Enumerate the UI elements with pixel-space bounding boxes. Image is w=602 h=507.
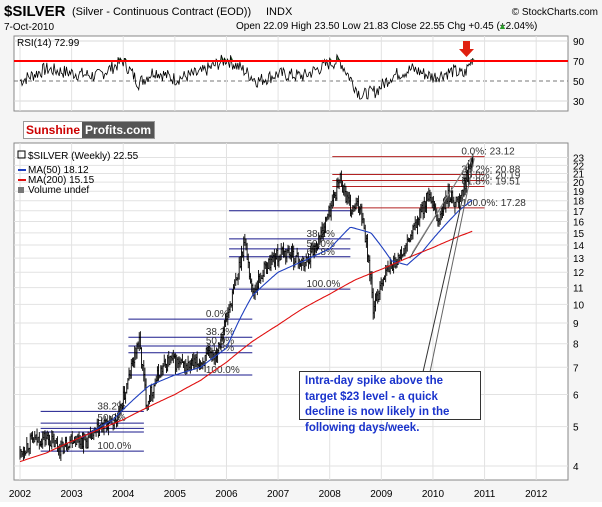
chart-date: 7-Oct-2010: [4, 22, 54, 33]
price-series: [19, 153, 474, 463]
ma200-line: [19, 230, 473, 463]
x-tick-label: 2008: [319, 489, 342, 500]
fib-label: 50.0%: 20.19: [461, 170, 520, 181]
fib-label: 50.0%: [306, 239, 334, 250]
x-tick-label: 2002: [9, 489, 32, 500]
price-tick-label: 8: [573, 340, 579, 351]
rsi-line: [19, 53, 474, 100]
fib-label: 100.0%: [97, 441, 131, 452]
x-tick-label: 2009: [370, 489, 393, 500]
price-tick-label: 12: [573, 268, 585, 279]
x-tick-label: 2005: [164, 489, 187, 500]
legend-ma50: MA(50) 18.12: [28, 165, 89, 176]
price-tick-label: 20: [573, 178, 585, 189]
price-tick-label: 7: [573, 363, 579, 374]
price-tick-label: 10: [573, 300, 585, 311]
fib-label: 38.2%: [206, 327, 234, 338]
trend-lines: [409, 152, 475, 373]
chart-symbol: $SILVER: [4, 3, 66, 20]
legend-volume: Volume undef: [28, 185, 89, 196]
trend-line: [411, 152, 475, 254]
ma50-line: [81, 199, 473, 438]
price-tick-label: 6: [573, 390, 579, 401]
price-tick-label: 23: [573, 154, 585, 165]
fib-label: 100.0%: 17.28: [461, 198, 526, 209]
price-tick-label: 15: [573, 229, 585, 240]
legend-ma200: MA(200) 15.15: [28, 175, 95, 186]
x-tick-label: 2003: [60, 489, 83, 500]
price-tick-label: 21: [573, 170, 585, 181]
price-tick-label: 9: [573, 319, 579, 330]
x-tick-label: 2007: [267, 489, 290, 500]
price-tick-label: 18: [573, 197, 585, 208]
x-tick-label: 2010: [422, 489, 445, 500]
legend-price: $SILVER (Weekly) 22.55: [28, 151, 139, 162]
chart-description: (Silver - Continuous Contract (EOD)): [72, 6, 251, 18]
x-tick-label: 2006: [215, 489, 238, 500]
fib-label: 100.0%: [206, 365, 240, 376]
fib-label: 61.8%: 19.51: [461, 177, 520, 188]
legend-swatch-volume: [18, 187, 24, 193]
sunshine-profits-logo: Sunshine Profits.com: [23, 121, 156, 139]
down-arrow-icon: [459, 41, 474, 57]
price-grid: [14, 143, 568, 480]
price-tick-label: 17: [573, 207, 585, 218]
price-tick-label: 22: [573, 161, 585, 172]
price-tick-label: 16: [573, 217, 585, 228]
ohlc-summary: Open 22.09 High 23.50 Low 21.83 Close 22…: [236, 21, 537, 32]
rsi-series: [19, 53, 476, 100]
fib-label: 38.2%: 20.88: [461, 165, 520, 176]
rsi-axis: 90 70 50 30: [573, 37, 585, 108]
fib-label: 50.0%: [206, 336, 234, 347]
legend: $SILVER (Weekly) 22.55 MA(50) 18.12 MA(2…: [17, 150, 139, 196]
watermark: © StockCharts.com: [512, 7, 598, 18]
fib-label: 0.0%: [206, 309, 229, 320]
up-arrow-icon: ▲: [498, 21, 507, 31]
price-tick-label: 13: [573, 254, 585, 265]
x-tick-label: 2011: [474, 489, 496, 500]
fib-label: 0.0%: 23.12: [461, 147, 515, 158]
fib-label: 100.0%: [306, 279, 340, 290]
rsi-label: RSI(14) 72.99: [17, 38, 80, 49]
pointer-line: [429, 158, 475, 373]
legend-swatch-price: [17, 150, 26, 159]
price-tick-label: 5: [573, 423, 579, 434]
fib-label: 38.2%: [97, 401, 125, 412]
x-tick-label: 2004: [112, 489, 135, 500]
rsi-tick-label: 90: [573, 37, 585, 48]
rsi-tick-label: 70: [573, 57, 585, 68]
chart-exchange: INDX: [266, 6, 293, 18]
pointer-line: [422, 158, 473, 373]
price-tick-label: 19: [573, 187, 585, 198]
price-tick-label: 4: [573, 462, 579, 473]
annotation-text: Intra-day spike above the target $23 lev…: [305, 375, 450, 434]
price-tick-label: 11: [573, 284, 584, 295]
price-tick-label: 14: [573, 241, 585, 252]
rsi-tick-label: 30: [573, 97, 585, 108]
x-tick-label: 2012: [525, 489, 548, 500]
logo-part-sunshine: Sunshine: [24, 122, 83, 138]
rsi-tick-label: 50: [573, 77, 585, 88]
annotation-box: Intra-day spike above the target $23 lev…: [299, 371, 481, 434]
logo-part-profits: Profits.com: [82, 122, 155, 138]
fib-label: 61.8%: [306, 247, 334, 258]
time-axis: 2002 2003 2004 2005 2006 2007 2008 2009 2010 2011…: [9, 489, 548, 500]
